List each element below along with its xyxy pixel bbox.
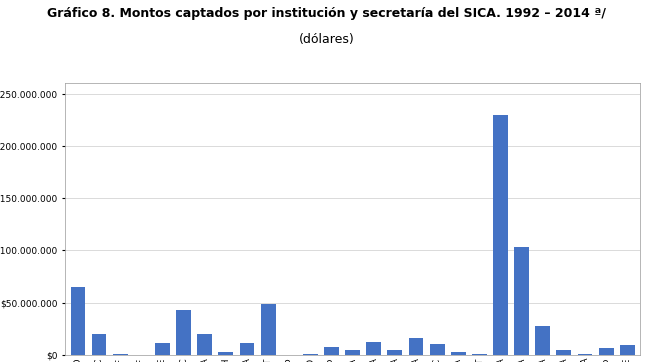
Bar <box>409 338 423 355</box>
Bar <box>620 345 635 355</box>
Bar <box>91 334 106 355</box>
Bar <box>71 287 86 355</box>
Text: (dólares): (dólares) <box>298 33 355 46</box>
Bar <box>261 304 276 355</box>
Bar <box>578 354 592 355</box>
Bar <box>176 310 191 355</box>
Bar <box>556 350 571 355</box>
Bar <box>155 343 170 355</box>
Bar <box>240 343 255 355</box>
Bar <box>345 350 360 355</box>
Bar <box>387 350 402 355</box>
Text: Gráfico 8. Montos captados por institución y secretaría del SICA. 1992 – 2014 ª/: Gráfico 8. Montos captados por instituci… <box>47 7 606 20</box>
Bar <box>451 352 466 355</box>
Bar <box>303 354 318 355</box>
Bar <box>197 334 212 355</box>
Bar <box>113 354 127 355</box>
Bar <box>430 344 445 355</box>
Bar <box>219 352 233 355</box>
Bar <box>493 115 508 355</box>
Bar <box>535 325 550 355</box>
Bar <box>514 247 529 355</box>
Bar <box>599 349 614 355</box>
Bar <box>366 342 381 355</box>
Bar <box>324 348 339 355</box>
Bar <box>472 354 486 355</box>
